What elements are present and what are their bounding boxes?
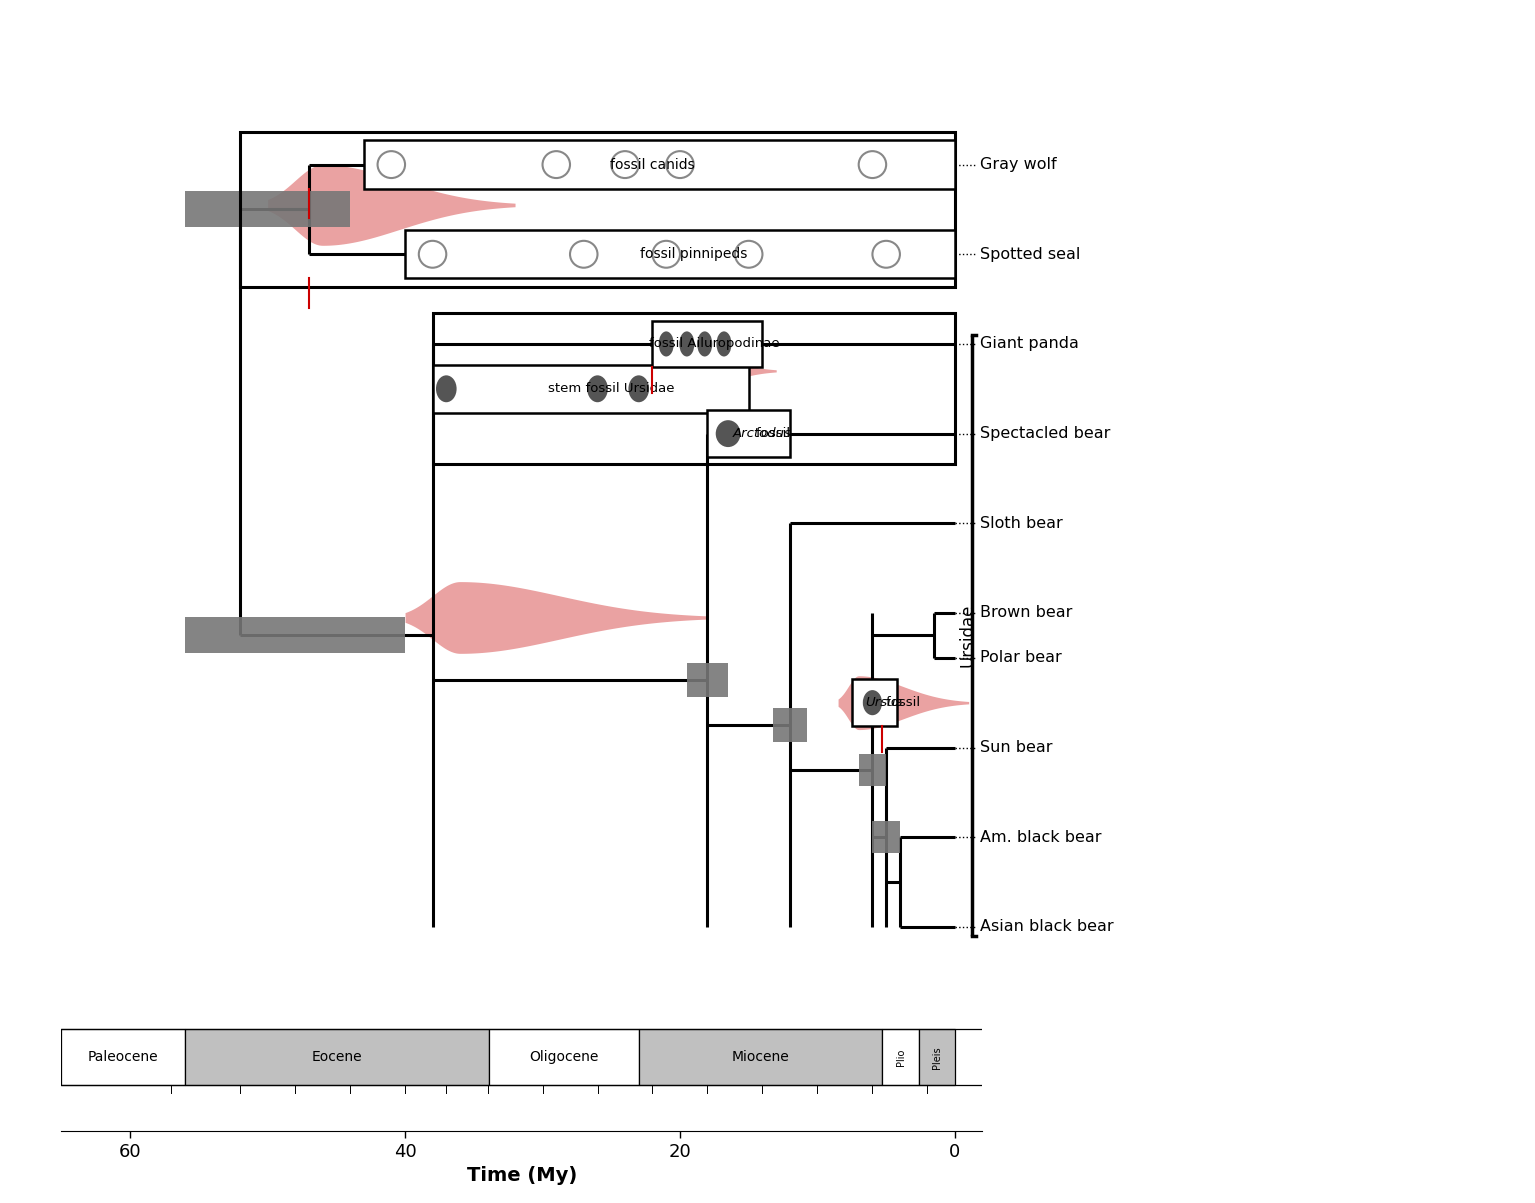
Text: Am. black bear: Am. black bear [979, 830, 1101, 845]
Ellipse shape [436, 375, 456, 402]
Bar [239, 132, 955, 286]
Text: Ursidae: Ursidae [959, 604, 976, 668]
Text: Polar bear: Polar bear [979, 651, 1061, 665]
Text: fossil canids: fossil canids [609, 158, 695, 172]
Text: Sun bear: Sun bear [979, 740, 1051, 755]
Bar [364, 141, 955, 189]
Bar [852, 680, 896, 725]
Text: fossil Ailuropodinae: fossil Ailuropodinae [649, 338, 780, 350]
Bar [883, 1029, 919, 1085]
Ellipse shape [680, 331, 694, 356]
Text: Pleis: Pleis [932, 1045, 942, 1068]
Bar [686, 663, 728, 698]
Ellipse shape [717, 331, 732, 356]
Text: Brown bear: Brown bear [979, 605, 1071, 621]
X-axis label: Time (My): Time (My) [467, 1166, 577, 1185]
Text: Oligocene: Oligocene [530, 1050, 599, 1065]
Text: Sloth bear: Sloth bear [979, 516, 1062, 531]
Text: stem fossil Ursidae: stem fossil Ursidae [548, 383, 674, 396]
Bar [186, 191, 350, 227]
Ellipse shape [697, 331, 712, 356]
Bar [186, 1029, 490, 1085]
Bar [490, 1029, 639, 1085]
Bar [405, 230, 955, 278]
Bar [708, 410, 791, 457]
Bar [639, 1029, 883, 1085]
Bar [186, 617, 405, 653]
Text: fossil: fossil [886, 697, 924, 709]
Ellipse shape [863, 691, 883, 716]
Text: fossil: fossil [755, 427, 794, 440]
Bar [919, 1029, 955, 1085]
Ellipse shape [715, 420, 740, 448]
Bar [61, 1029, 186, 1085]
Bar [872, 822, 900, 853]
Ellipse shape [588, 375, 608, 402]
Text: Spotted seal: Spotted seal [979, 247, 1081, 262]
Text: Miocene: Miocene [732, 1050, 789, 1065]
Ellipse shape [659, 331, 674, 356]
Text: Eocene: Eocene [312, 1050, 362, 1065]
Bar [433, 314, 955, 464]
Text: Asian black bear: Asian black bear [979, 919, 1113, 935]
Text: Ursus: Ursus [866, 697, 903, 709]
Text: Plio: Plio [895, 1049, 906, 1066]
Text: fossil pinnipeds: fossil pinnipeds [640, 248, 748, 261]
Text: Gray wolf: Gray wolf [979, 158, 1056, 172]
Bar [772, 709, 807, 742]
Bar [652, 321, 763, 367]
Text: Arctodus: Arctodus [732, 427, 791, 440]
Text: Giant panda: Giant panda [979, 337, 1079, 351]
Bar [858, 754, 886, 786]
Bar [433, 365, 749, 413]
Ellipse shape [628, 375, 649, 402]
Text: Spectacled bear: Spectacled bear [979, 426, 1110, 442]
Text: Paleocene: Paleocene [87, 1050, 158, 1065]
